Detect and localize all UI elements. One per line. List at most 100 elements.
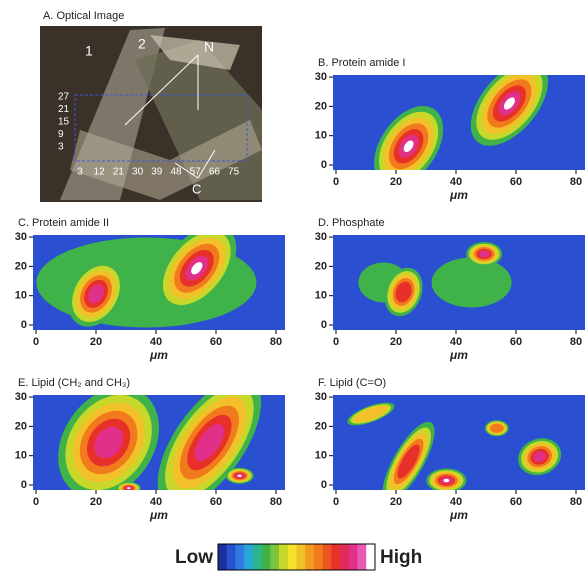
x-tick-label: 40 xyxy=(450,336,462,348)
x-tick-label: 80 xyxy=(570,176,582,188)
panel-title: C. Protein amide II xyxy=(18,217,109,229)
x-tick-label: 80 xyxy=(270,496,282,508)
y-tick-label: 20 xyxy=(315,260,327,272)
y-tick-label: 30 xyxy=(15,391,27,403)
colorbar-swatch xyxy=(366,544,375,570)
y-tick-label: 30 xyxy=(15,231,27,243)
x-tick-label: 0 xyxy=(333,176,339,188)
heatmap-region xyxy=(490,424,504,433)
x-axis-label: μm xyxy=(449,508,468,522)
colorbar-swatch xyxy=(349,544,358,570)
heatmap-region xyxy=(444,479,450,482)
y-tick-label: 0 xyxy=(321,319,327,331)
x-tick-label: 80 xyxy=(570,496,582,508)
colorbar-swatch xyxy=(279,544,288,570)
image-tick: 21 xyxy=(58,104,70,115)
colorbar-swatch xyxy=(358,544,367,570)
y-tick-label: 30 xyxy=(315,391,327,403)
y-tick-label: 10 xyxy=(15,450,27,462)
heatmap-region xyxy=(479,251,489,258)
y-tick-label: 0 xyxy=(321,159,327,171)
x-tick-label: 40 xyxy=(150,496,162,508)
y-tick-label: 10 xyxy=(315,130,327,142)
heatmap xyxy=(333,395,585,508)
panel-title: F. Lipid (C=O) xyxy=(318,377,386,389)
image-tick: 57 xyxy=(190,167,202,178)
y-tick-label: 0 xyxy=(21,319,27,331)
x-tick-label: 20 xyxy=(390,176,402,188)
x-tick-label: 60 xyxy=(510,176,522,188)
x-tick-label: 20 xyxy=(90,336,102,348)
image-label: 2 xyxy=(138,36,146,52)
y-tick-label: 10 xyxy=(15,290,27,302)
image-tick: 21 xyxy=(113,167,125,178)
image-tick: 66 xyxy=(209,167,221,178)
panel-title: B. Protein amide I xyxy=(318,57,405,69)
x-axis-label: μm xyxy=(149,348,168,362)
colorbar-swatch xyxy=(305,544,314,570)
colorbar-swatch xyxy=(340,544,349,570)
x-tick-label: 0 xyxy=(333,336,339,348)
y-tick-label: 0 xyxy=(321,479,327,491)
heatmap-region xyxy=(238,475,242,477)
colorbar: Low High xyxy=(175,544,422,570)
image-tick: 48 xyxy=(170,167,182,178)
image-label: N xyxy=(204,39,214,55)
image-label: 1 xyxy=(85,43,93,59)
x-tick-label: 0 xyxy=(333,496,339,508)
colorbar-swatch xyxy=(297,544,306,570)
y-tick-label: 10 xyxy=(315,450,327,462)
y-tick-label: 30 xyxy=(315,71,327,83)
colorbar-high: High xyxy=(380,547,422,568)
colorbar-swatch xyxy=(227,544,236,570)
x-tick-label: 20 xyxy=(390,496,402,508)
y-tick-label: 20 xyxy=(15,420,27,432)
figure: A. Optical Image 12NC2721159331221303948… xyxy=(0,0,585,571)
y-tick-label: 20 xyxy=(15,260,27,272)
heatmap-region xyxy=(127,487,130,489)
x-tick-label: 60 xyxy=(510,336,522,348)
panel-title: D. Phosphate xyxy=(318,217,385,229)
x-tick-label: 0 xyxy=(33,336,39,348)
colorbar-swatch xyxy=(270,544,279,570)
image-tick: 9 xyxy=(58,129,64,140)
colorbar-low: Low xyxy=(175,547,213,568)
panel-title: E. Lipid (CH₂ and CH₃) xyxy=(18,377,130,389)
x-tick-label: 40 xyxy=(450,496,462,508)
panel-title: A. Optical Image xyxy=(43,10,124,22)
x-axis-label: μm xyxy=(149,508,168,522)
x-tick-label: 0 xyxy=(33,496,39,508)
heatmap xyxy=(33,211,285,337)
colorbar-swatch xyxy=(235,544,244,570)
image-tick: 15 xyxy=(58,117,70,128)
y-tick-label: 0 xyxy=(21,479,27,491)
x-tick-label: 60 xyxy=(210,336,222,348)
colorbar-swatch xyxy=(288,544,297,570)
image-tick: 30 xyxy=(132,167,144,178)
image-tick: 39 xyxy=(151,167,163,178)
x-axis-label: μm xyxy=(449,348,468,362)
heatmap xyxy=(333,235,585,330)
colorbar-swatch xyxy=(262,544,271,570)
image-tick: 27 xyxy=(58,92,70,103)
image-label: C xyxy=(192,181,201,196)
image-tick: 12 xyxy=(94,167,106,178)
image-tick: 3 xyxy=(58,142,64,153)
image-tick: 75 xyxy=(228,167,240,178)
colorbar-swatch xyxy=(323,544,332,570)
colorbar-swatch xyxy=(253,544,262,570)
x-tick-label: 60 xyxy=(210,496,222,508)
x-tick-label: 20 xyxy=(90,496,102,508)
colorbar-swatch xyxy=(314,544,323,570)
colorbar-swatch xyxy=(331,544,340,570)
colorbar-swatch xyxy=(218,544,227,570)
y-tick-label: 20 xyxy=(315,100,327,112)
y-tick-label: 20 xyxy=(315,420,327,432)
colorbar-swatch xyxy=(244,544,253,570)
x-tick-label: 60 xyxy=(510,496,522,508)
x-tick-label: 80 xyxy=(570,336,582,348)
heatmap-region xyxy=(432,258,512,308)
y-tick-label: 30 xyxy=(315,231,327,243)
y-tick-label: 10 xyxy=(315,290,327,302)
x-tick-label: 20 xyxy=(390,336,402,348)
